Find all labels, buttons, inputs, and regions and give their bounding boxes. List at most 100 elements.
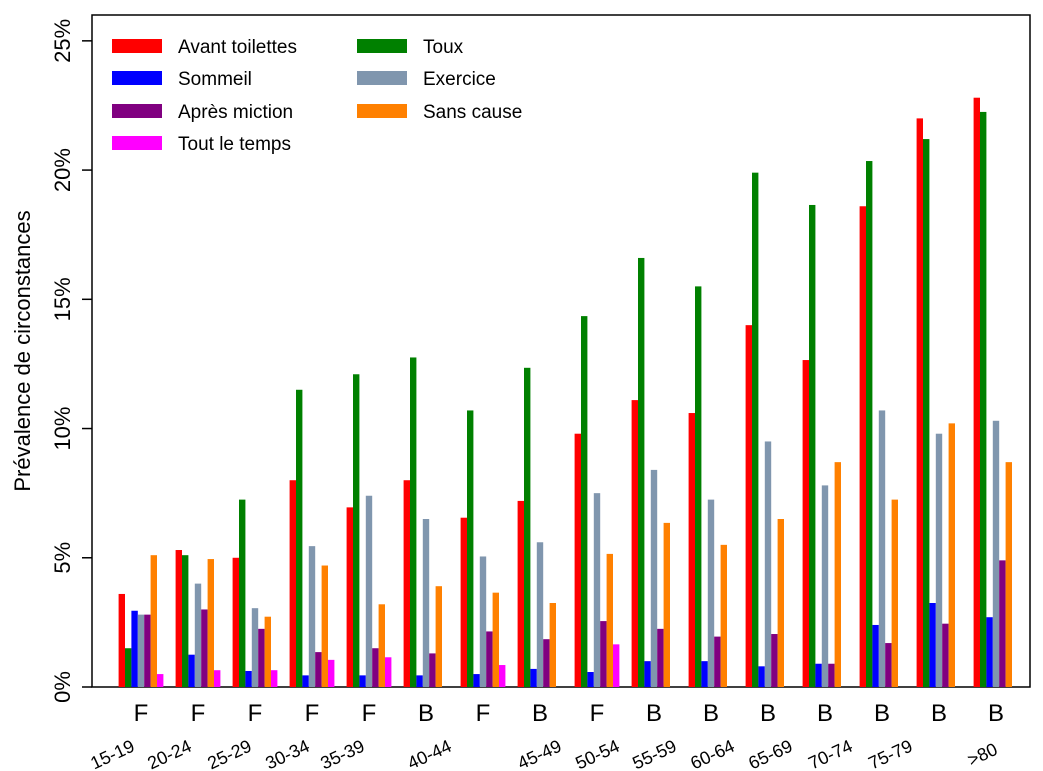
bar — [650, 469, 658, 687]
legend-label: Après miction — [178, 102, 293, 123]
y-tick-label: 15% — [50, 277, 75, 321]
bar — [828, 663, 835, 687]
bar — [346, 507, 353, 687]
bar — [271, 670, 278, 687]
age-label: 30-34 — [262, 736, 312, 771]
bar — [416, 675, 423, 687]
bar — [289, 480, 296, 687]
bar — [137, 614, 145, 687]
bar — [188, 654, 195, 687]
bar — [815, 663, 822, 687]
x-tick-label: B — [418, 700, 434, 727]
bar — [701, 661, 708, 687]
bar — [764, 441, 772, 687]
bar — [359, 675, 366, 687]
bar — [410, 357, 417, 687]
y-tick-label: 20% — [50, 148, 75, 192]
bar — [720, 544, 727, 687]
x-tick-label: B — [931, 700, 947, 727]
bar — [688, 413, 695, 687]
bar — [714, 636, 721, 687]
y-axis-label: Prévalence de circonstances — [10, 210, 35, 491]
bar — [258, 628, 265, 687]
bar — [878, 410, 886, 687]
bar — [872, 624, 879, 687]
legend-label: Tout le temps — [178, 134, 291, 155]
bar — [935, 433, 943, 687]
legend-swatch — [112, 136, 162, 150]
bar — [631, 400, 638, 687]
bar — [916, 118, 923, 687]
bar — [403, 480, 410, 687]
age-label: 15-19 — [87, 736, 137, 771]
y-tick-label: 10% — [50, 407, 75, 451]
bar — [422, 519, 430, 687]
y-tick-label: 25% — [50, 19, 75, 63]
bar — [593, 493, 601, 687]
bar — [587, 672, 594, 687]
x-tick-label: B — [760, 700, 776, 727]
bar — [600, 621, 607, 687]
bar — [460, 517, 467, 687]
age-label: 70-74 — [805, 736, 855, 771]
bar — [866, 161, 873, 687]
x-tick-label: F — [134, 700, 149, 727]
bar — [296, 389, 303, 687]
bar — [992, 420, 1000, 687]
bar — [492, 592, 499, 687]
legend-swatch — [357, 71, 407, 85]
bar — [499, 665, 506, 687]
bar — [486, 631, 493, 687]
age-label: 55-59 — [629, 736, 679, 771]
bar — [479, 556, 487, 687]
bar — [251, 608, 259, 687]
bar — [315, 652, 322, 687]
bar — [657, 628, 664, 687]
legend-swatch — [357, 39, 407, 53]
x-tick-label: F — [476, 700, 491, 727]
bar — [207, 559, 214, 687]
x-tick-label: B — [532, 700, 548, 727]
x-tick-label: F — [305, 700, 320, 727]
bar — [752, 172, 759, 687]
bar — [201, 609, 208, 687]
bar — [980, 111, 987, 687]
age-label: 75-79 — [865, 736, 915, 771]
bar — [429, 653, 436, 687]
legend-label: Sans cause — [423, 102, 522, 123]
bar — [885, 643, 892, 687]
x-tick-label: F — [590, 700, 605, 727]
bar — [530, 668, 537, 687]
legend-swatch — [112, 104, 162, 118]
bar — [695, 286, 702, 687]
bar — [606, 553, 613, 687]
x-tick-label: B — [646, 700, 662, 727]
bar — [549, 603, 556, 687]
bar — [473, 674, 480, 687]
legend-label: Avant toilettes — [178, 37, 297, 58]
bar — [385, 657, 392, 687]
bar — [613, 644, 620, 687]
age-label: 25-29 — [204, 736, 254, 771]
bar — [999, 560, 1006, 687]
bar — [821, 485, 829, 687]
bar — [435, 586, 442, 687]
bar — [663, 522, 670, 687]
bar — [194, 583, 202, 687]
bar — [517, 500, 524, 687]
bar — [372, 648, 379, 687]
x-tick-label: F — [248, 700, 263, 727]
legend-swatch — [357, 104, 407, 118]
bar — [536, 542, 544, 687]
plot-frame — [91, 14, 1031, 688]
bar — [809, 204, 816, 687]
bar — [131, 610, 138, 687]
bar — [802, 360, 809, 687]
bar — [302, 675, 309, 687]
bar — [834, 462, 841, 687]
x-tick-label: B — [817, 700, 833, 727]
bar — [118, 593, 125, 687]
bar — [232, 557, 239, 687]
x-tick-label: F — [362, 700, 377, 727]
